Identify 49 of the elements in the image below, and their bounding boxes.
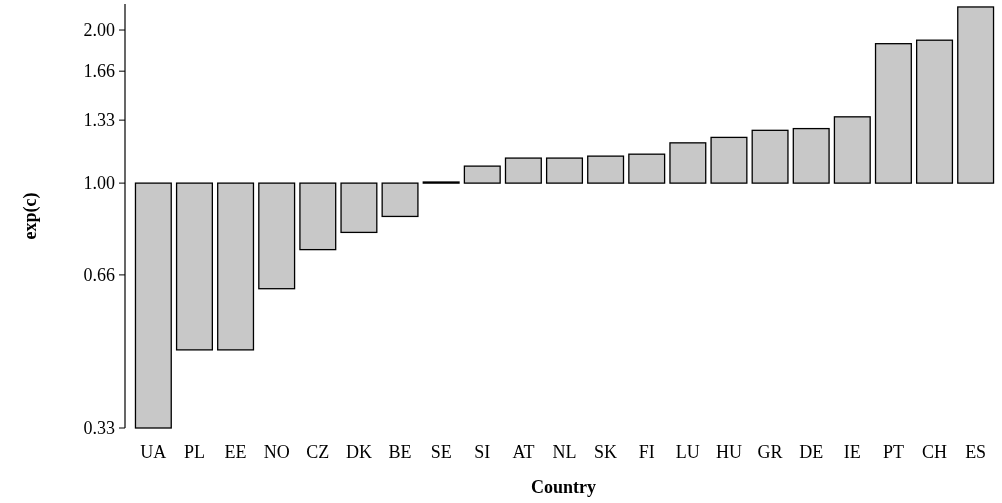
bar [381, 182, 419, 218]
y-tick-label: 1.33 [83, 110, 115, 131]
x-tick-label: IE [843, 442, 861, 462]
x-tick-label: DK [345, 442, 372, 462]
x-tick-label: CH [922, 442, 948, 462]
y-tick-label: 1.00 [83, 173, 115, 194]
bar [340, 182, 378, 234]
bar [710, 136, 748, 184]
bar [916, 39, 954, 184]
x-tick-label: GR [757, 442, 783, 462]
x-tick-label: DE [799, 442, 824, 462]
x-axis-title: Country [530, 477, 597, 497]
bar [587, 155, 625, 184]
bar [463, 165, 501, 184]
bar [874, 43, 912, 184]
bar [545, 157, 584, 184]
x-tick-label: NO [263, 442, 290, 462]
x-tick-label: NL [552, 442, 577, 462]
bar [134, 182, 172, 429]
bar [833, 116, 871, 184]
x-tick-label: LU [675, 442, 700, 462]
y-axis-title: exp(c) [20, 192, 41, 240]
x-tick-label: UA [140, 442, 167, 462]
bar [504, 157, 542, 184]
y-tick-label: 0.33 [83, 418, 115, 439]
x-tick-label: AT [512, 442, 535, 462]
bar [299, 182, 337, 251]
x-tick-label: SI [474, 442, 491, 462]
y-tick-label: 2.00 [83, 20, 115, 41]
y-tick-label: 1.66 [83, 61, 115, 82]
x-tick-label: SE [430, 442, 452, 462]
bar [957, 6, 995, 184]
bar [669, 142, 707, 184]
bar [217, 182, 255, 351]
x-tick-label: CZ [306, 442, 330, 462]
x-tick-label: FI [638, 442, 655, 462]
bar [792, 127, 830, 184]
x-tick-label: PT [882, 442, 904, 462]
bar [258, 182, 296, 290]
bar [751, 129, 789, 184]
x-tick-label: PL [183, 442, 205, 462]
bar [628, 153, 666, 184]
bar [175, 182, 213, 351]
x-tick-label: SK [594, 442, 618, 462]
x-tick-label: HU [715, 442, 742, 462]
x-tick-label: BE [388, 442, 412, 462]
x-tick-label: EE [224, 442, 247, 462]
y-tick-label: 0.66 [83, 265, 115, 286]
x-tick-label: ES [965, 442, 987, 462]
